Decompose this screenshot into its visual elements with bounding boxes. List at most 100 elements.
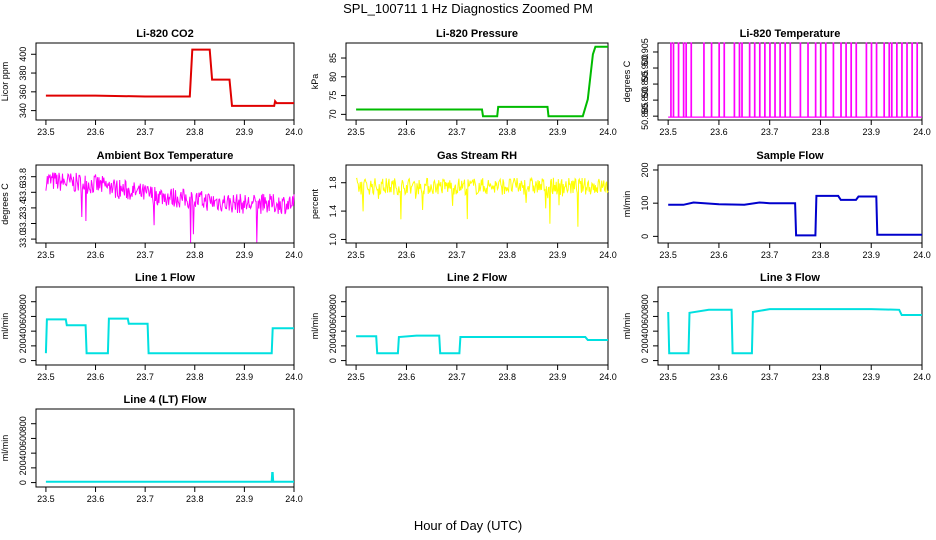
x-tick-label: 23.5 [37,127,55,137]
y-tick-label: 360 [18,84,28,99]
y-axis-label: degrees C [622,60,632,102]
x-tick-label: 23.6 [710,372,728,382]
y-tick-label: 50.900 [640,54,650,82]
x-tick-label: 23.6 [398,372,416,382]
y-tick-label: 50.895 [640,70,650,98]
x-tick-label: 23.8 [812,372,830,382]
x-tick-label: 23.5 [347,372,365,382]
chart-panel: Ambient Box Temperature degrees C 23.5 23.6… [0,150,303,260]
chart-title: Li-820 Pressure [436,28,518,40]
y-tick-label: 33.4 [18,199,28,217]
x-tick-label: 23.7 [136,494,154,504]
y-tick-label: 800 [18,294,28,309]
plot-frame [657,286,923,366]
x-tick-label: 23.9 [236,250,254,260]
x-tick-label: 23.5 [659,250,677,260]
x-tick-label: 23.8 [812,127,830,137]
y-tick-label: 400 [18,47,28,62]
x-tick-label: 23.8 [498,372,516,382]
series-line [45,172,295,243]
y-axis-label: ml/min [0,435,10,462]
x-tick-label: 23.5 [37,494,55,504]
x-tick-label: 24.0 [913,127,931,137]
x-tick-label: 23.6 [87,127,105,137]
y-tick-label: 1.0 [328,233,338,246]
x-tick-label: 24.0 [285,250,303,260]
chart-panel: Li-820 Pressure kPa 23.5 23.6 23.7 23.8 23.9 24… [310,28,617,137]
x-tick-label: 23.6 [710,127,728,137]
plot-frame [657,164,923,244]
series-line [45,48,294,107]
y-tick-label: 800 [328,294,338,309]
x-tick-label: 23.9 [236,372,254,382]
y-tick-label: 50.905 [640,38,650,66]
x-tick-label: 23.6 [87,494,105,504]
x-tick-label: 23.8 [498,127,516,137]
series-line [668,42,922,118]
chart-title: Line 2 Flow [447,272,507,284]
series-line [667,308,922,355]
x-tick-label: 24.0 [913,250,931,260]
y-axis-label: Licor ppm [0,62,10,102]
y-tick-label: 0 [640,234,650,239]
x-tick-label: 23.7 [448,372,466,382]
chart-panel: Line 1 Flow ml/min 23.5 23.6 23.7 23.8 23.9 24.… [0,272,303,382]
y-tick-label: 340 [18,103,28,118]
y-tick-label: 200 [328,338,338,353]
x-tick-label: 23.9 [862,250,880,260]
x-tick-label: 23.8 [186,250,204,260]
y-axis-label: ml/min [0,313,10,340]
chart-title: Li-820 Temperature [740,28,841,40]
y-tick-label: 400 [18,324,28,339]
series-line [44,317,294,355]
y-axis-label: ml/min [622,191,632,218]
chart-title: Gas Stream RH [437,150,517,162]
y-tick-label: 80 [328,72,338,82]
y-tick-label: 75 [328,91,338,101]
x-tick-label: 23.8 [812,250,830,260]
y-tick-label: 85 [328,53,338,63]
y-axis-label: percent [310,188,320,219]
y-tick-label: 200 [640,162,650,177]
x-tick-label: 23.6 [398,250,416,260]
x-tick-label: 23.9 [862,127,880,137]
x-tick-label: 23.8 [186,372,204,382]
y-tick-label: 100 [640,196,650,211]
chart-title: Line 1 Flow [135,272,195,284]
y-axis-label: ml/min [622,313,632,340]
y-tick-label: 800 [18,416,28,431]
y-tick-label: 1.4 [328,205,338,218]
y-tick-label: 0 [640,358,650,363]
x-tick-label: 24.0 [285,372,303,382]
y-tick-label: 600 [18,309,28,324]
y-tick-label: 200 [640,338,650,353]
chart-title: Line 3 Flow [760,272,820,284]
figure-title: SPL_100711 1 Hz Diagnostics Zoomed PM [343,1,593,16]
x-tick-label: 23.8 [186,127,204,137]
x-tick-label: 23.7 [761,127,779,137]
x-tick-label: 23.9 [862,372,880,382]
y-tick-label: 800 [640,294,650,309]
y-tick-label: 33.8 [18,168,28,186]
plot-frame [345,164,609,244]
y-tick-label: 380 [18,66,28,81]
x-tick-label: 23.7 [136,250,154,260]
chart-panel: Line 2 Flow ml/min 23.5 23.6 23.7 23.8 23.9 24.… [310,272,617,382]
x-tick-label: 23.7 [136,127,154,137]
figure-x-axis-title: Hour of Day (UTC) [413,518,523,533]
x-tick-label: 24.0 [285,494,303,504]
chart-title: Li-820 CO2 [136,28,193,40]
x-tick-label: 24.0 [913,372,931,382]
x-tick-label: 23.7 [448,127,466,137]
chart-panel: Line 3 Flow ml/min 23.5 23.6 23.7 23.8 23.9 24.… [622,272,931,382]
x-tick-label: 23.9 [549,372,567,382]
x-tick-label: 23.9 [236,127,254,137]
x-tick-label: 23.7 [761,250,779,260]
x-tick-label: 23.9 [236,494,254,504]
chart-panel: Li-820 CO2 Licor ppm 23.5 23.6 23.7 23.8 23.9 2… [0,28,303,137]
x-tick-label: 23.5 [659,372,677,382]
y-tick-label: 600 [328,309,338,324]
x-tick-label: 23.6 [87,372,105,382]
x-tick-label: 23.5 [37,250,55,260]
x-tick-label: 23.8 [186,494,204,504]
